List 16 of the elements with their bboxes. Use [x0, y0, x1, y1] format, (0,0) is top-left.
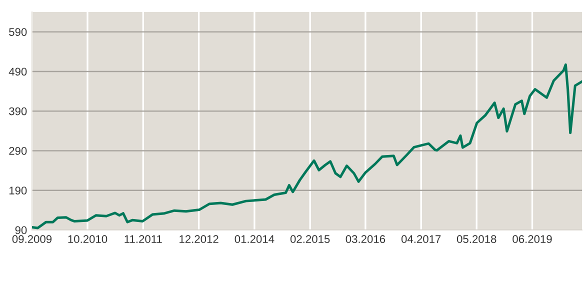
x-tick-label: 10.2010 [68, 235, 108, 244]
x-tick-label: 12.2012 [180, 235, 218, 244]
y-tick-label: 390 [9, 107, 27, 116]
y-tick-label: 90 [15, 226, 27, 234]
x-tick-label: 01.2014 [234, 235, 274, 244]
x-tick-label: 09.2009 [12, 235, 52, 244]
y-tick-label: 290 [9, 146, 27, 155]
x-tick-label: 03.2016 [346, 235, 386, 244]
x-tick-label: 04.2017 [401, 235, 441, 244]
y-tick-label: 190 [9, 186, 27, 194]
x-tick-label: 11.2011 [124, 235, 162, 244]
x-tick-label: 02.2015 [290, 235, 330, 244]
x-tick-label: 05.2018 [456, 235, 496, 244]
y-tick-label: 490 [8, 68, 27, 76]
x-tick-label: 06.2019 [512, 235, 552, 244]
y-tick-label: 590 [9, 28, 27, 36]
